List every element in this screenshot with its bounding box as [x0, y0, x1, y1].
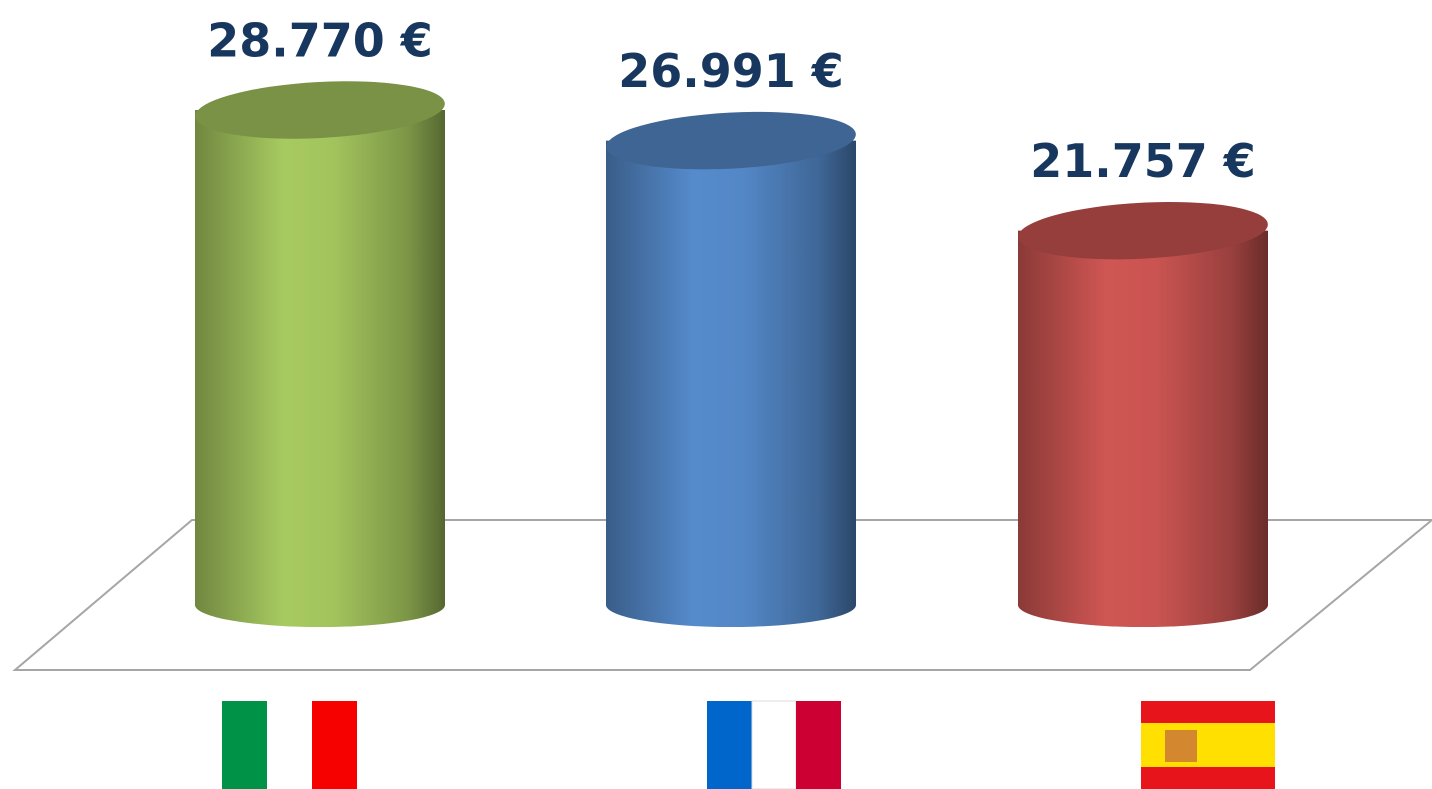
value-label: 28.770 € — [207, 14, 433, 68]
flag-italy — [222, 701, 357, 789]
bar-top — [606, 111, 856, 170]
bar — [1018, 230, 1268, 627]
value-label: 21.757 € — [1030, 134, 1256, 188]
value-label: 26.991 € — [618, 44, 844, 98]
flag-spain — [1141, 701, 1275, 789]
bar — [606, 140, 856, 627]
bar — [195, 110, 445, 627]
flag-france — [707, 700, 841, 789]
bar-top — [1018, 201, 1268, 260]
bar-top — [195, 81, 445, 139]
